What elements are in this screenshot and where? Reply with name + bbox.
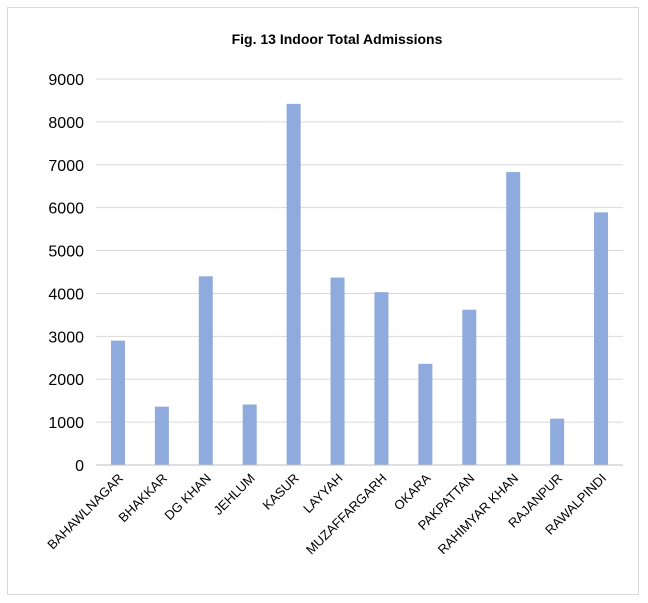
x-category-label: JEHLUM (210, 471, 257, 518)
bar-muzaffargarh (374, 292, 389, 465)
y-tick-label: 7000 (48, 158, 84, 175)
bar-bhakkar (154, 406, 169, 465)
bar-dg-khan (198, 276, 213, 465)
y-tick-label: 5000 (48, 244, 84, 261)
bar-kasur (286, 103, 301, 466)
y-tick-label: 0 (75, 458, 84, 475)
y-tick-label: 1000 (48, 415, 84, 432)
bar-jehlum (242, 404, 257, 465)
bars (110, 103, 609, 466)
bar-chart: Fig. 13 Indoor Total Admissions 0 1000 200… (44, 31, 623, 557)
bar-layyah (330, 277, 345, 465)
gridlines (96, 78, 623, 423)
chart-frame: Fig. 13 Indoor Total Admissions 0 1000 200… (7, 7, 639, 595)
bar-rajanpur (550, 418, 565, 465)
y-tick-label: 8000 (48, 115, 84, 132)
bar-pakpattan (462, 309, 477, 465)
x-category-label: OKARA (391, 470, 434, 513)
y-tick-label: 9000 (48, 72, 84, 89)
bar-rawalpindi (594, 212, 609, 465)
x-category-label: LAYYAH (300, 471, 346, 517)
y-tick-label: 3000 (48, 329, 84, 346)
x-category-label: BAHAWLNAGAR (44, 471, 126, 553)
x-category-label: KASUR (259, 471, 301, 513)
x-category-label: RAHIMYAR KHAN (435, 471, 522, 558)
bar-rahimyar-khan (506, 172, 521, 465)
chart-title: Fig. 13 Indoor Total Admissions (232, 31, 443, 47)
y-tick-label: 2000 (48, 372, 84, 389)
y-axis-ticks: 0 1000 2000 3000 4000 5000 6000 7000 8000 9000 (48, 72, 84, 475)
y-tick-label: 4000 (48, 286, 84, 303)
bar-bahawlnagar (110, 340, 125, 465)
bar-okara (418, 363, 433, 465)
y-tick-label: 6000 (48, 201, 84, 218)
x-category-label: DG KHAN (161, 471, 213, 523)
x-category-label: MUZAFFARGARH (303, 471, 390, 558)
